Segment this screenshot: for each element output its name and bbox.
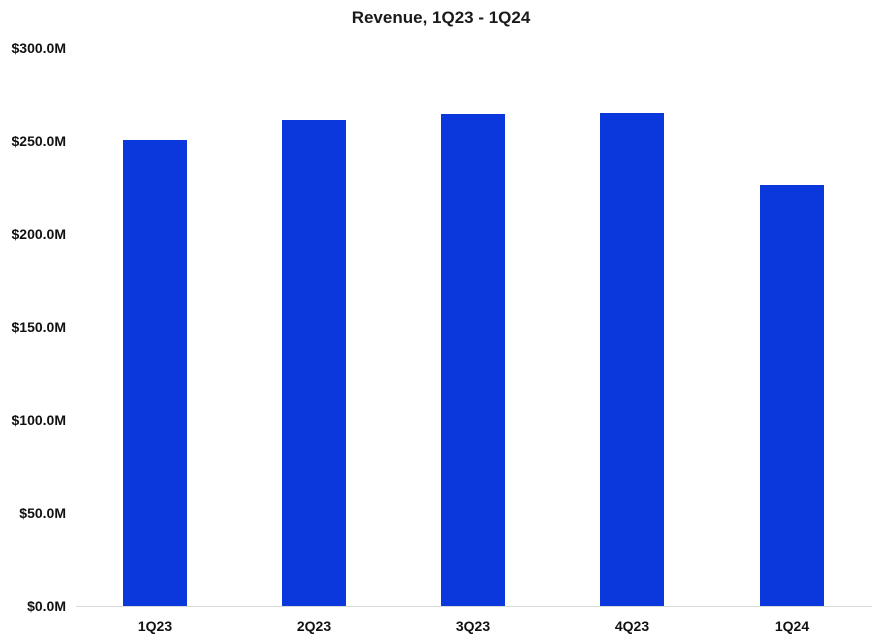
y-tick-label: $100.0M: [11, 412, 66, 428]
bar-4q23: [600, 112, 664, 606]
y-tick-label: $200.0M: [11, 226, 66, 242]
x-tick-label: 1Q24: [774, 618, 810, 634]
x-axis-baseline: [76, 606, 872, 607]
chart-title: Revenue, 1Q23 - 1Q24: [351, 8, 531, 27]
x-tick-label: 4Q23: [614, 618, 650, 634]
y-tick-label: $50.0M: [19, 505, 66, 521]
x-tick-label: 2Q23: [296, 618, 332, 634]
y-tick-label: $250.0M: [11, 133, 66, 149]
y-tick-label: $0.0M: [27, 598, 66, 614]
y-tick-label: $300.0M: [11, 40, 66, 56]
x-tick-label: 1Q23: [137, 618, 173, 634]
bar-1q23: [123, 140, 187, 606]
bar-3q23: [441, 114, 505, 606]
y-tick-label: $150.0M: [11, 319, 66, 335]
x-tick-label: 3Q23: [455, 618, 491, 634]
bar-1q24: [760, 185, 824, 606]
bar-2q23: [282, 119, 346, 606]
